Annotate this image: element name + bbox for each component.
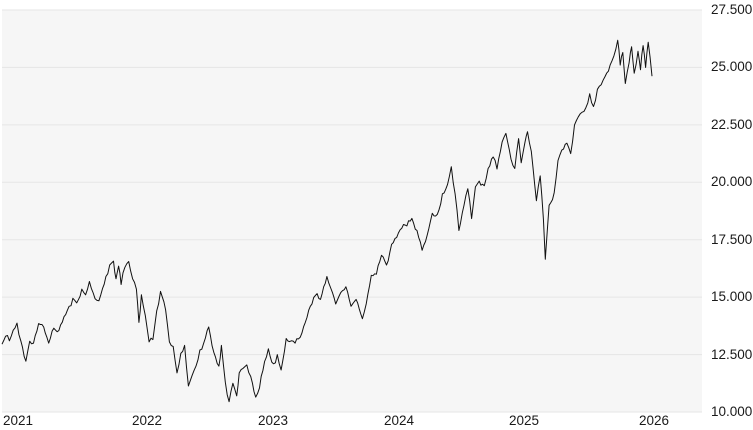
plot-background	[2, 10, 702, 412]
y-axis-label: 17.500	[711, 232, 753, 247]
x-axis-label: 2021	[3, 413, 34, 428]
y-axis-label: 20.000	[711, 174, 753, 189]
y-axis-label: 12.500	[711, 347, 753, 362]
y-axis-label: 10.000	[711, 404, 753, 419]
x-axis-label: 2025	[509, 413, 540, 428]
x-axis-label: 2023	[258, 413, 289, 428]
price-line	[1, 39, 653, 403]
y-axis-label: 22.500	[711, 117, 753, 132]
x-axis-label: 2024	[384, 413, 415, 428]
x-axis-label: 2022	[132, 413, 163, 428]
y-axis-label: 25.000	[711, 59, 753, 74]
y-axis-label: 15.000	[711, 289, 753, 304]
y-axis-label: 27.500	[711, 2, 753, 17]
x-axis-label: 2026	[639, 413, 670, 428]
